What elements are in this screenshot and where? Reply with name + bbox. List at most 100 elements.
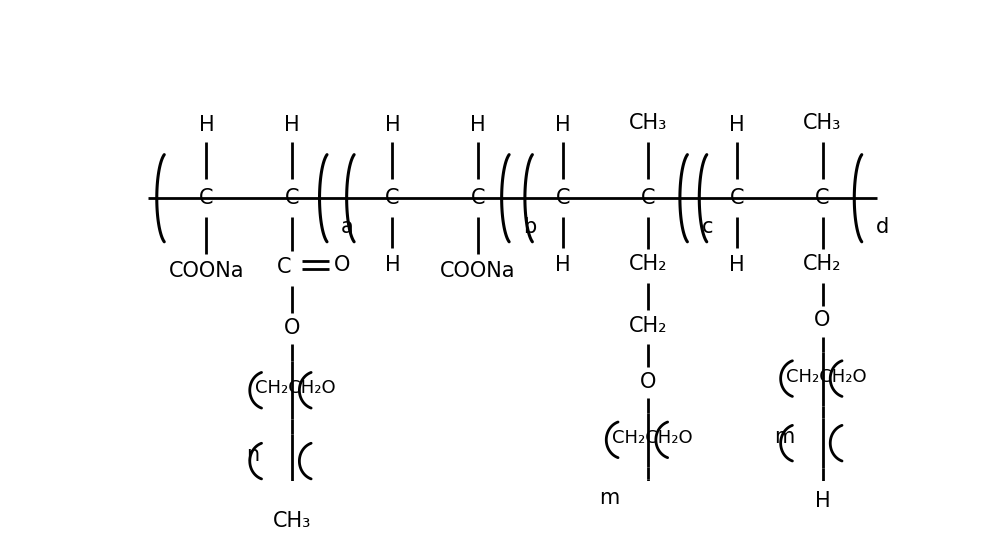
Point: [816, 214, 828, 221]
Point: [200, 251, 212, 258]
Text: H: H: [729, 115, 745, 135]
Text: C: C: [815, 188, 830, 208]
Point: [816, 403, 828, 409]
Text: C: C: [730, 188, 744, 208]
Text: CH₃: CH₃: [272, 511, 311, 531]
Point: [816, 280, 828, 286]
Point: [642, 526, 654, 533]
Point: [286, 416, 298, 423]
Text: CH₂CH₂O: CH₂CH₂O: [786, 367, 867, 386]
Point: [286, 283, 298, 289]
Point: [642, 307, 654, 313]
Text: CH₂: CH₂: [629, 316, 667, 336]
Point: [472, 214, 484, 221]
Text: COONa: COONa: [440, 261, 515, 281]
Text: m: m: [599, 488, 620, 508]
Text: C: C: [199, 188, 214, 208]
Text: C: C: [284, 188, 299, 208]
Text: H: H: [385, 255, 400, 275]
Text: H: H: [199, 115, 214, 135]
Point: [642, 410, 654, 416]
Point: [731, 138, 743, 145]
Point: [642, 464, 654, 470]
Point: [472, 176, 484, 182]
Point: [557, 138, 569, 145]
Point: [472, 251, 484, 258]
Text: C: C: [277, 258, 291, 278]
Text: C: C: [641, 188, 655, 208]
Text: CH₂: CH₂: [629, 254, 667, 274]
Text: d: d: [876, 216, 889, 236]
Point: [286, 358, 298, 364]
Text: C: C: [556, 188, 570, 208]
Point: [296, 266, 308, 273]
Point: [642, 341, 654, 347]
Text: H: H: [555, 255, 571, 275]
Point: [642, 464, 654, 470]
Text: H: H: [729, 255, 745, 275]
Text: CH₃: CH₃: [629, 113, 667, 133]
Point: [816, 415, 828, 421]
Point: [731, 214, 743, 221]
Point: [642, 138, 654, 145]
Text: H: H: [385, 115, 400, 135]
Text: O: O: [814, 311, 831, 330]
Point: [816, 176, 828, 182]
Point: [642, 214, 654, 221]
Text: H: H: [815, 491, 830, 511]
Point: [642, 280, 654, 286]
Point: [286, 431, 298, 437]
Point: [286, 485, 298, 491]
Point: [642, 246, 654, 252]
Text: O: O: [283, 318, 300, 338]
Point: [731, 176, 743, 182]
Point: [816, 465, 828, 471]
Text: H: H: [470, 115, 485, 135]
Point: [286, 341, 298, 348]
Text: H: H: [284, 115, 299, 135]
Point: [816, 302, 828, 309]
Text: H: H: [555, 115, 571, 135]
Point: [286, 310, 298, 316]
Text: b: b: [523, 216, 536, 236]
Point: [472, 138, 484, 145]
Point: [816, 334, 828, 340]
Point: [816, 348, 828, 355]
Text: c: c: [702, 216, 714, 236]
Point: [286, 416, 298, 423]
Point: [816, 481, 828, 488]
Point: [642, 176, 654, 182]
Point: [296, 258, 308, 265]
Point: [816, 138, 828, 145]
Text: a: a: [341, 216, 354, 236]
Text: CH₂CH₂O: CH₂CH₂O: [255, 379, 336, 397]
Point: [286, 431, 298, 437]
Point: [200, 176, 212, 182]
Point: [642, 476, 654, 483]
Point: [286, 214, 298, 221]
Point: [816, 348, 828, 355]
Text: CH₂: CH₂: [803, 254, 842, 274]
Text: C: C: [470, 188, 485, 208]
Point: [286, 485, 298, 491]
Point: [286, 138, 298, 145]
Point: [816, 403, 828, 409]
Point: [286, 176, 298, 182]
Text: COONa: COONa: [169, 261, 244, 281]
Point: [642, 395, 654, 401]
Point: [286, 247, 298, 254]
Point: [816, 246, 828, 252]
Point: [557, 245, 569, 252]
Point: [731, 245, 743, 252]
Point: [386, 214, 398, 221]
Point: [323, 266, 335, 273]
Point: [816, 465, 828, 471]
Point: [286, 502, 298, 508]
Point: [386, 176, 398, 182]
Point: [642, 364, 654, 370]
Text: m: m: [774, 427, 794, 447]
Text: C: C: [385, 188, 400, 208]
Text: n: n: [246, 445, 259, 465]
Point: [200, 138, 212, 145]
Text: CH₂CH₂O: CH₂CH₂O: [612, 429, 692, 447]
